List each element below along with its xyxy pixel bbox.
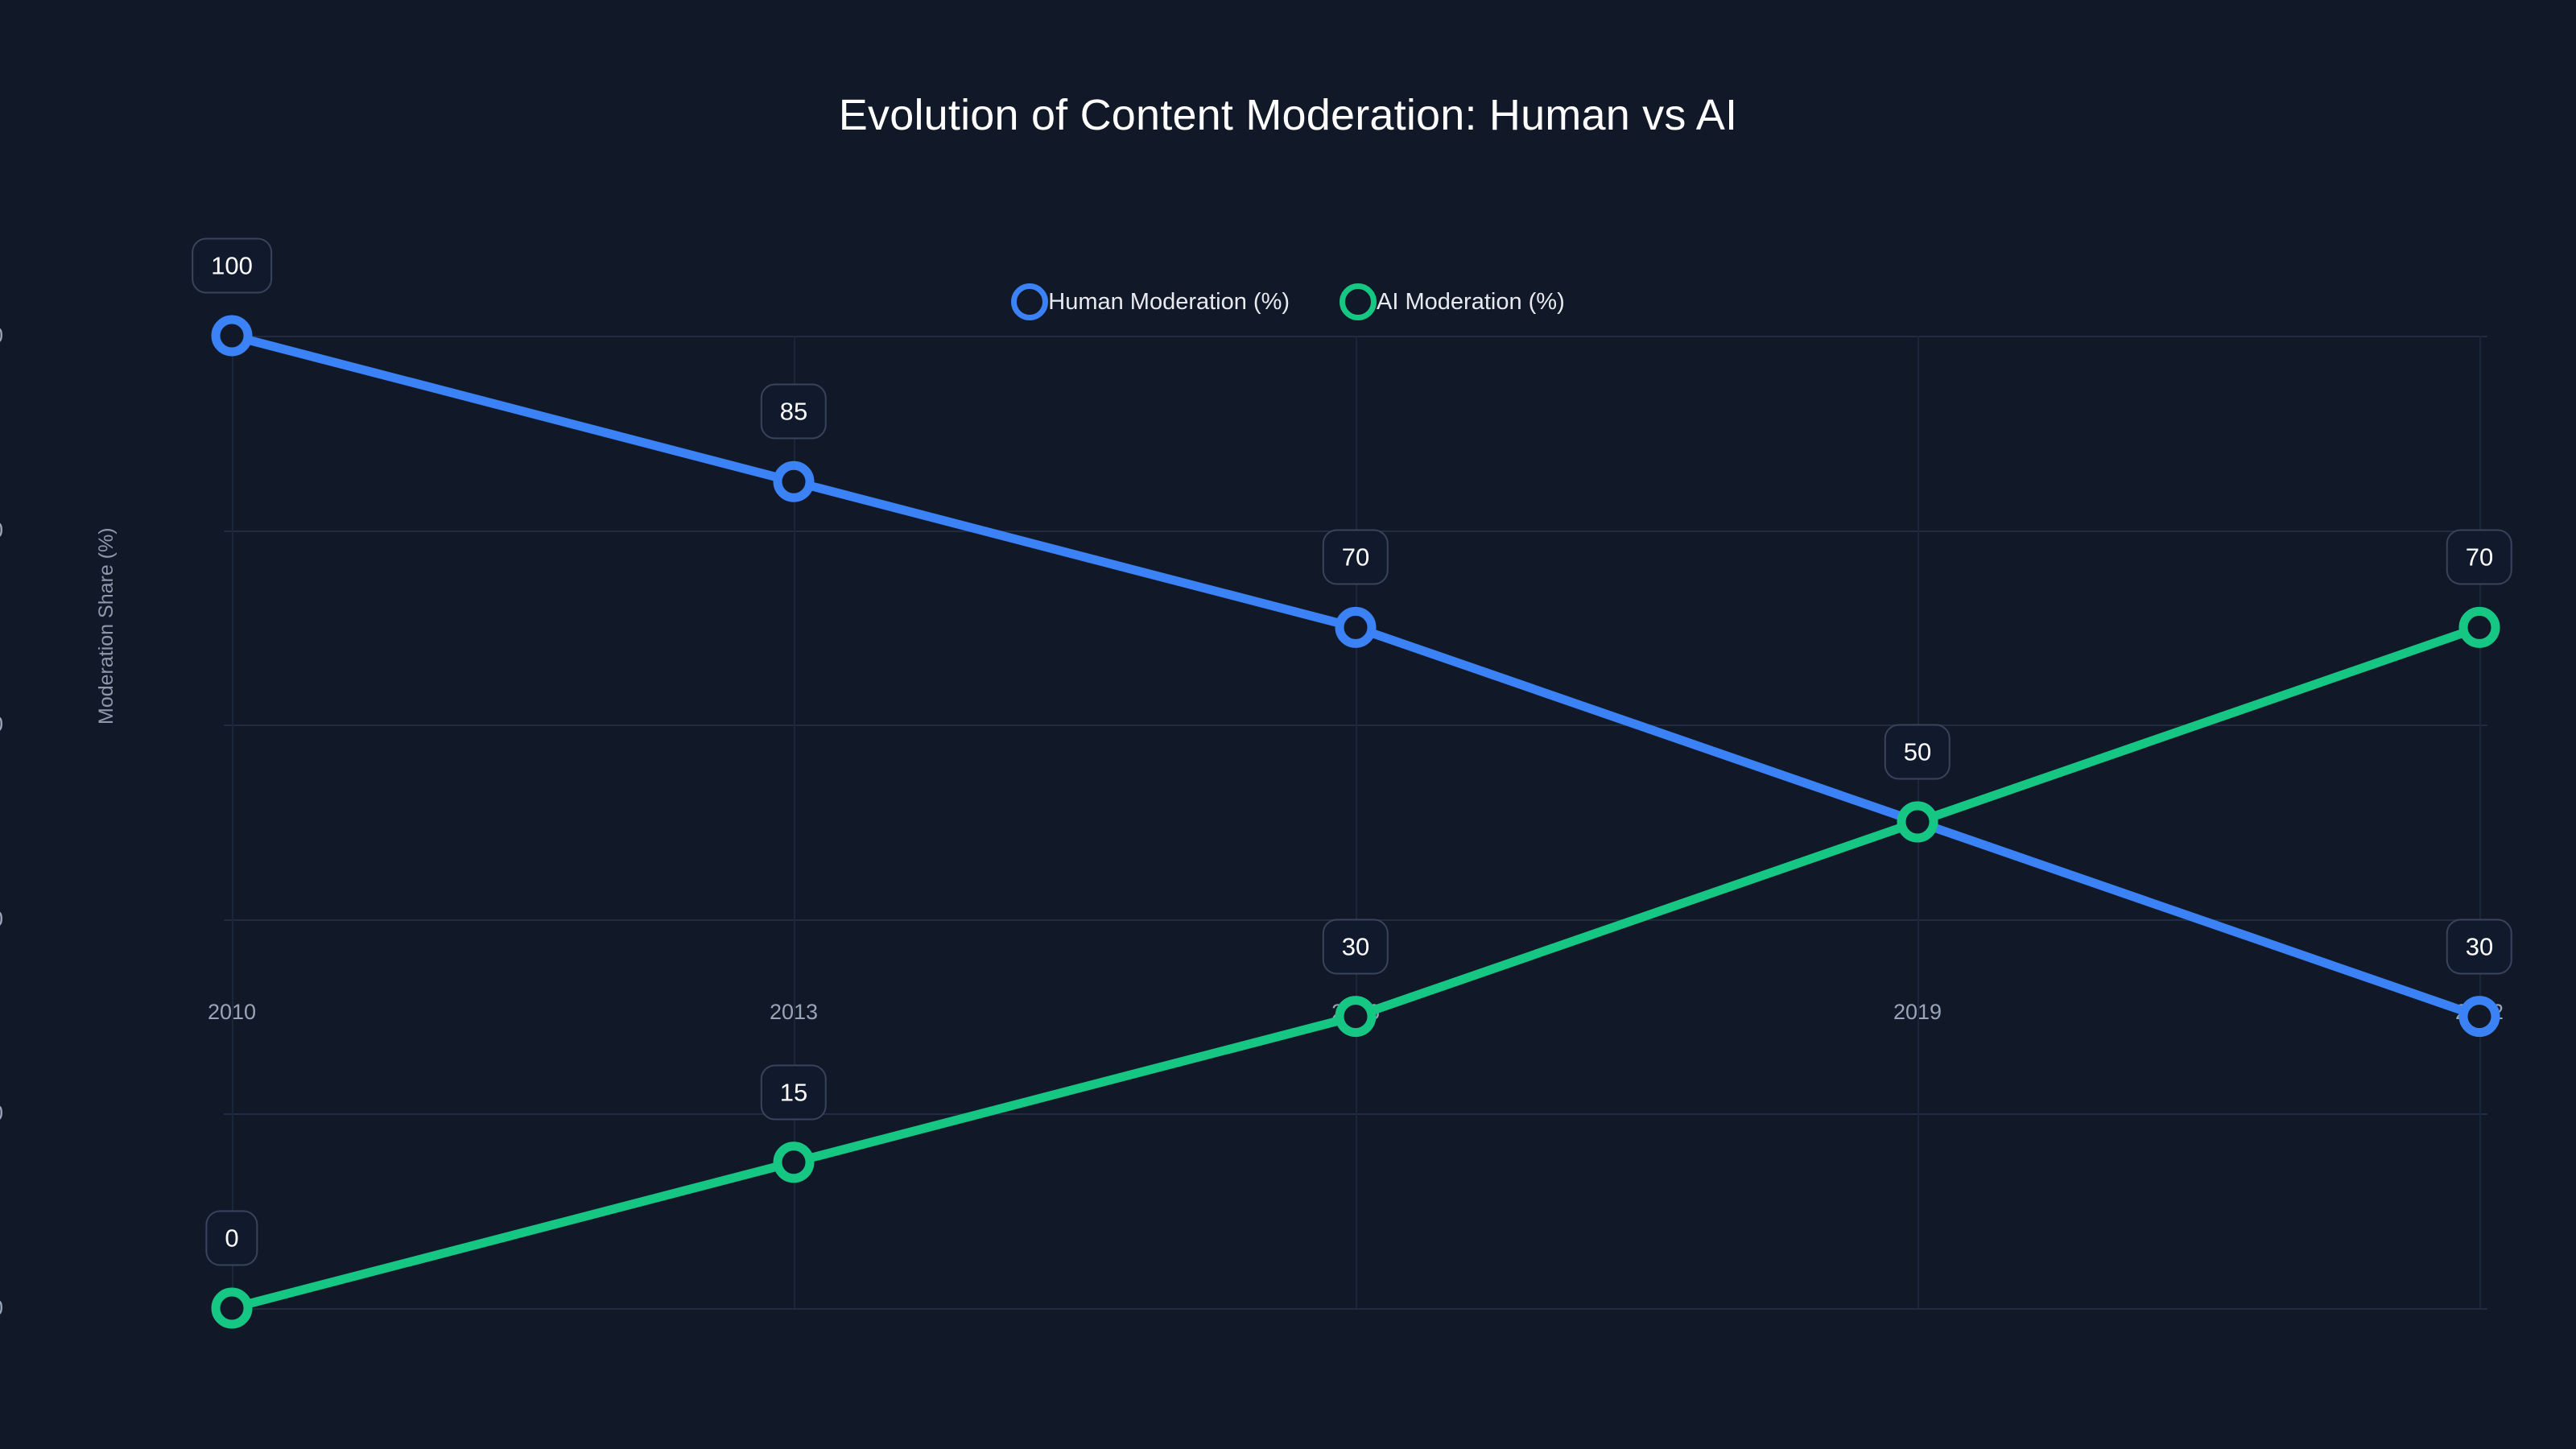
gridline-vertical — [794, 336, 795, 1308]
data-point-marker[interactable] — [773, 1141, 815, 1183]
legend-label-ai: AI Moderation (%) — [1377, 288, 1565, 315]
x-axis-tick-label: 2013 — [769, 1000, 819, 1024]
page-title: Evolution of Content Moderation: Human v… — [838, 91, 1738, 139]
data-point-marker[interactable] — [1897, 801, 1938, 843]
y-axis-tick-label: 20 — [0, 1101, 3, 1126]
legend-marker-circle-icon — [1011, 283, 1049, 320]
data-point-marker[interactable] — [2458, 606, 2500, 648]
legend-label-human: Human Moderation (%) — [1048, 288, 1290, 315]
data-point-label: 50 — [1884, 724, 1951, 780]
data-point-label: 70 — [1322, 529, 1389, 585]
data-point-label: 70 — [2446, 529, 2513, 585]
data-point-marker[interactable] — [2458, 996, 2500, 1038]
y-axis-tick-label: 40 — [0, 906, 3, 931]
data-point-marker[interactable] — [1335, 606, 1377, 648]
data-point-marker[interactable] — [773, 460, 815, 502]
chart-legend: Human Moderation (%) AI Moderation (%) — [0, 283, 2576, 320]
y-axis-tick-label: 60 — [0, 712, 3, 737]
y-axis-tick-label: 0 — [0, 1296, 3, 1321]
data-point-label: 100 — [192, 237, 272, 294]
data-point-marker[interactable] — [211, 1287, 253, 1329]
data-point-marker[interactable] — [211, 315, 253, 357]
gridline-vertical — [1356, 336, 1357, 1308]
legend-item-ai[interactable]: AI Moderation (%) — [1340, 283, 1565, 320]
data-point-label: 0 — [205, 1210, 258, 1266]
gridline-vertical — [232, 336, 233, 1308]
data-point-label: 30 — [2446, 919, 2513, 975]
series-line — [227, 331, 2484, 1022]
gridline-vertical — [2479, 336, 2481, 1308]
legend-item-human[interactable]: Human Moderation (%) — [1011, 283, 1290, 320]
legend-marker-circle-icon — [1340, 283, 1377, 320]
data-point-label: 15 — [760, 1064, 828, 1121]
data-point-marker[interactable] — [1335, 996, 1377, 1038]
y-axis-tick-label: 80 — [0, 518, 3, 543]
x-axis-tick-label: 2010 — [207, 1000, 257, 1024]
gridline-horizontal — [224, 1308, 2487, 1310]
data-point-label: 85 — [760, 383, 828, 440]
data-point-label: 30 — [1322, 919, 1389, 975]
y-axis-tick-label: 100 — [0, 324, 3, 349]
x-axis-tick-label: 2019 — [1893, 1000, 1942, 1024]
